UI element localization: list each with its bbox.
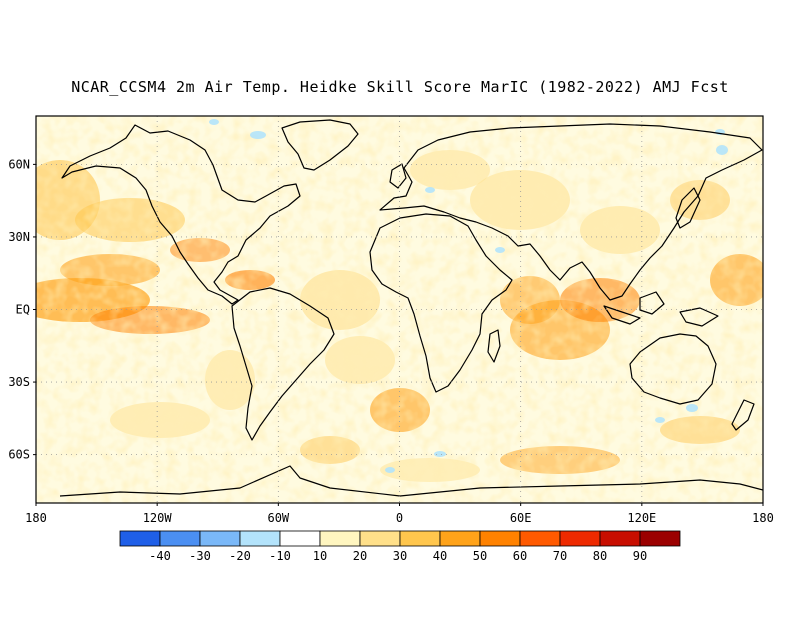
- colorbar-swatch: [199, 530, 241, 547]
- colorbar-label: 60: [513, 549, 527, 563]
- skill-field: [36, 116, 763, 503]
- coast-madagascar: [487, 329, 501, 363]
- lat-label: 60N: [8, 157, 30, 171]
- colorbar-label: -10: [269, 549, 291, 563]
- lon-label: 180: [25, 511, 47, 525]
- lat-label: EQ: [16, 303, 30, 317]
- coast-africa: [369, 213, 513, 393]
- colorbar-swatch: [639, 530, 681, 547]
- colorbar-swatch: [359, 530, 401, 547]
- colorbar-swatch: [519, 530, 561, 547]
- colorbar-label: 30: [393, 549, 407, 563]
- colorbar-label: 50: [473, 549, 487, 563]
- colorbar: [119, 530, 681, 547]
- lon-label: 60E: [510, 511, 532, 525]
- lon-label: 0: [396, 511, 403, 525]
- colorbar-labels: -40 -30 -20 -10 10 20 30 40 50 60 70 80 90: [149, 549, 647, 563]
- coast-british-isles: [389, 163, 407, 189]
- lat-label: 30N: [8, 230, 30, 244]
- lon-label: 120E: [627, 511, 656, 525]
- colorbar-swatch: [439, 530, 481, 547]
- coast-australia: [629, 333, 717, 405]
- lat-label: 60S: [8, 448, 30, 462]
- colorbar-swatch: [559, 530, 601, 547]
- colorbar-label: 40: [433, 549, 447, 563]
- coast-north-america: [61, 124, 301, 305]
- colorbar-label: 20: [353, 549, 367, 563]
- coast-south-america: [231, 287, 335, 441]
- colorbar-swatch: [239, 530, 281, 547]
- coast-eurasia: [379, 123, 763, 301]
- coast-indonesia: [603, 305, 641, 325]
- colorbar-swatch: [599, 530, 641, 547]
- lon-label: 60W: [267, 511, 289, 525]
- colorbar-label: 80: [593, 549, 607, 563]
- colorbar-swatch: [479, 530, 521, 547]
- coast-new-guinea: [679, 307, 719, 327]
- colorbar-label: -20: [229, 549, 251, 563]
- gridlines: [36, 116, 763, 503]
- coast-borneo: [639, 291, 665, 315]
- coast-japan: [675, 187, 701, 229]
- colorbar-swatch: [279, 530, 321, 547]
- lat-label: 30S: [8, 375, 30, 389]
- colorbar-swatch: [119, 530, 161, 547]
- colorbar-label: 70: [553, 549, 567, 563]
- lon-label: 180: [752, 511, 774, 525]
- coast-greenland: [281, 119, 359, 171]
- coast-antarctica: [59, 465, 763, 497]
- lon-label: 120W: [143, 511, 173, 525]
- colorbar-swatch: [399, 530, 441, 547]
- colorbar-label: 10: [313, 549, 327, 563]
- colorbar-label: 90: [633, 549, 647, 563]
- colorbar-swatch: [159, 530, 201, 547]
- latitude-labels: 60N 30N EQ 30S 60S: [8, 157, 36, 462]
- coastlines: [59, 119, 763, 497]
- colorbar-swatch: [319, 530, 361, 547]
- longitude-labels: 180 120W 60W 0 60E 120E 180: [25, 503, 774, 525]
- colorbar-label: -30: [189, 549, 211, 563]
- colorbar-label: -40: [149, 549, 171, 563]
- coast-new-zealand: [731, 399, 755, 431]
- map-title: NCAR_CCSM4 2m Air Temp. Heidke Skill Sco…: [71, 78, 729, 96]
